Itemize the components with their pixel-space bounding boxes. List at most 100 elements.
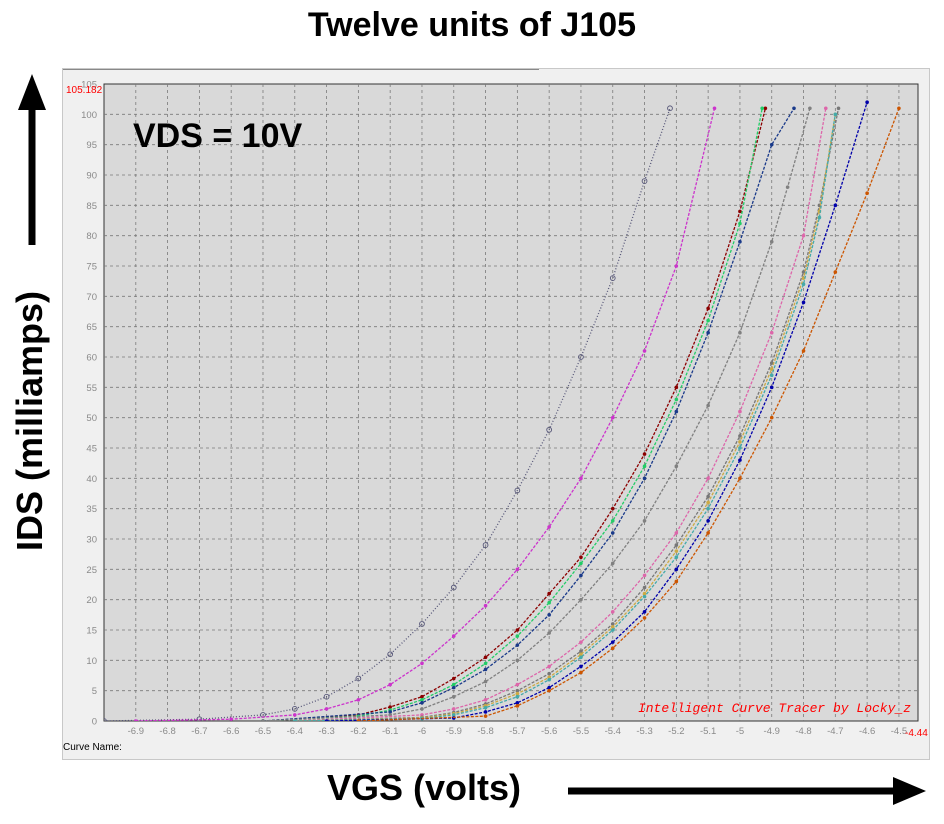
data-point — [706, 403, 710, 408]
chart-svg: -6.9 -6.8 -6.7 -6.6 -6.5 -6.4 -6.3 -6.2 -6.1 -6 -5… — [63, 69, 928, 739]
data-point — [483, 679, 488, 684]
data-point — [515, 682, 520, 687]
data-point — [578, 354, 584, 360]
data-point — [667, 105, 673, 112]
x-tick-label: -5.4 — [605, 726, 621, 737]
data-point — [738, 476, 742, 481]
data-point — [706, 494, 710, 499]
data-point — [515, 694, 520, 699]
data-point — [706, 318, 710, 323]
series-line — [262, 108, 811, 721]
data-point — [451, 707, 456, 711]
data-point — [547, 525, 551, 529]
data-point — [610, 519, 615, 523]
data-point — [515, 701, 520, 705]
y-tick-label: 0 — [92, 717, 97, 728]
data-point — [420, 707, 424, 711]
data-point — [769, 367, 774, 371]
data-point — [738, 239, 742, 244]
y-tick-label: 40 — [86, 474, 97, 485]
chart-title: Twelve units of J105 — [307, 6, 637, 44]
data-point — [792, 106, 796, 111]
data-point — [712, 106, 717, 111]
data-point — [323, 693, 330, 700]
data-point — [738, 330, 742, 335]
data-point — [801, 233, 806, 238]
data-point — [579, 664, 583, 669]
x-tick-label: -4.7 — [827, 726, 843, 737]
x-tick-label: -6 — [418, 726, 426, 737]
data-point — [738, 434, 742, 438]
y-axis-label: IDS (milliamps) — [9, 290, 50, 552]
data-point — [355, 675, 362, 682]
data-point — [865, 100, 869, 104]
data-point — [769, 330, 774, 335]
data-point — [451, 694, 456, 699]
data-point — [196, 716, 203, 721]
x-tick-label: -4.8 — [795, 726, 811, 737]
data-point — [738, 209, 742, 214]
data-point — [738, 458, 742, 462]
data-point — [579, 597, 583, 602]
data-point — [610, 561, 615, 566]
data-point — [483, 705, 488, 710]
y-tick-label: 90 — [86, 171, 97, 182]
data-point — [610, 610, 615, 614]
data-point — [801, 349, 806, 353]
series-11 — [324, 100, 869, 721]
y-tick-label: 25 — [86, 565, 97, 576]
data-point — [642, 476, 647, 481]
xmax-readout: -4.44 — [905, 728, 928, 739]
y-tick-label: 70 — [86, 292, 97, 303]
data-point — [451, 713, 456, 717]
y-tick-label: 105 — [81, 80, 97, 91]
data-point — [515, 643, 520, 647]
y-tick-label: 5 — [92, 686, 97, 697]
data-point — [674, 531, 679, 535]
x-tick-label: -5.2 — [668, 726, 684, 737]
data-point — [642, 349, 647, 353]
data-point — [324, 719, 329, 721]
data-point — [547, 688, 551, 693]
data-point — [610, 531, 615, 535]
tick-labels: -6.9 -6.8 -6.7 -6.6 -6.5 -6.4 -6.3 -6.2 -6.1 -6 -5… — [81, 80, 907, 738]
data-point — [579, 649, 583, 654]
data-point — [610, 646, 615, 650]
data-point — [420, 701, 424, 705]
x-tick-label: -6.6 — [223, 726, 239, 737]
data-point — [642, 594, 647, 599]
data-point — [420, 697, 424, 702]
data-point — [674, 579, 679, 584]
y-tick-label: 80 — [86, 231, 97, 242]
x-tick-label: -6.3 — [318, 726, 334, 737]
data-point — [547, 677, 551, 682]
data-point — [610, 628, 615, 632]
data-point — [642, 585, 647, 590]
data-point — [836, 106, 841, 111]
data-point — [706, 306, 710, 311]
data-point — [610, 625, 615, 629]
data-point — [823, 106, 828, 111]
data-point — [579, 573, 583, 578]
data-point — [356, 697, 361, 702]
data-point — [763, 106, 768, 111]
data-point — [483, 697, 488, 702]
data-point — [420, 694, 424, 699]
data-point — [865, 191, 869, 195]
data-point — [451, 634, 456, 638]
data-point — [808, 106, 812, 111]
data-point — [833, 270, 838, 274]
data-point — [674, 543, 679, 547]
data-point — [833, 112, 838, 117]
data-point — [674, 409, 679, 414]
data-point — [388, 682, 392, 687]
x-tick-label: -6.9 — [128, 726, 144, 737]
data-point — [514, 487, 521, 494]
series-12 — [356, 106, 901, 721]
y-tick-label: 15 — [86, 626, 97, 637]
x-tick-label: -6.5 — [255, 726, 271, 737]
data-point — [738, 446, 742, 450]
data-point — [706, 330, 710, 335]
data-point — [738, 409, 742, 414]
data-point — [515, 691, 520, 696]
